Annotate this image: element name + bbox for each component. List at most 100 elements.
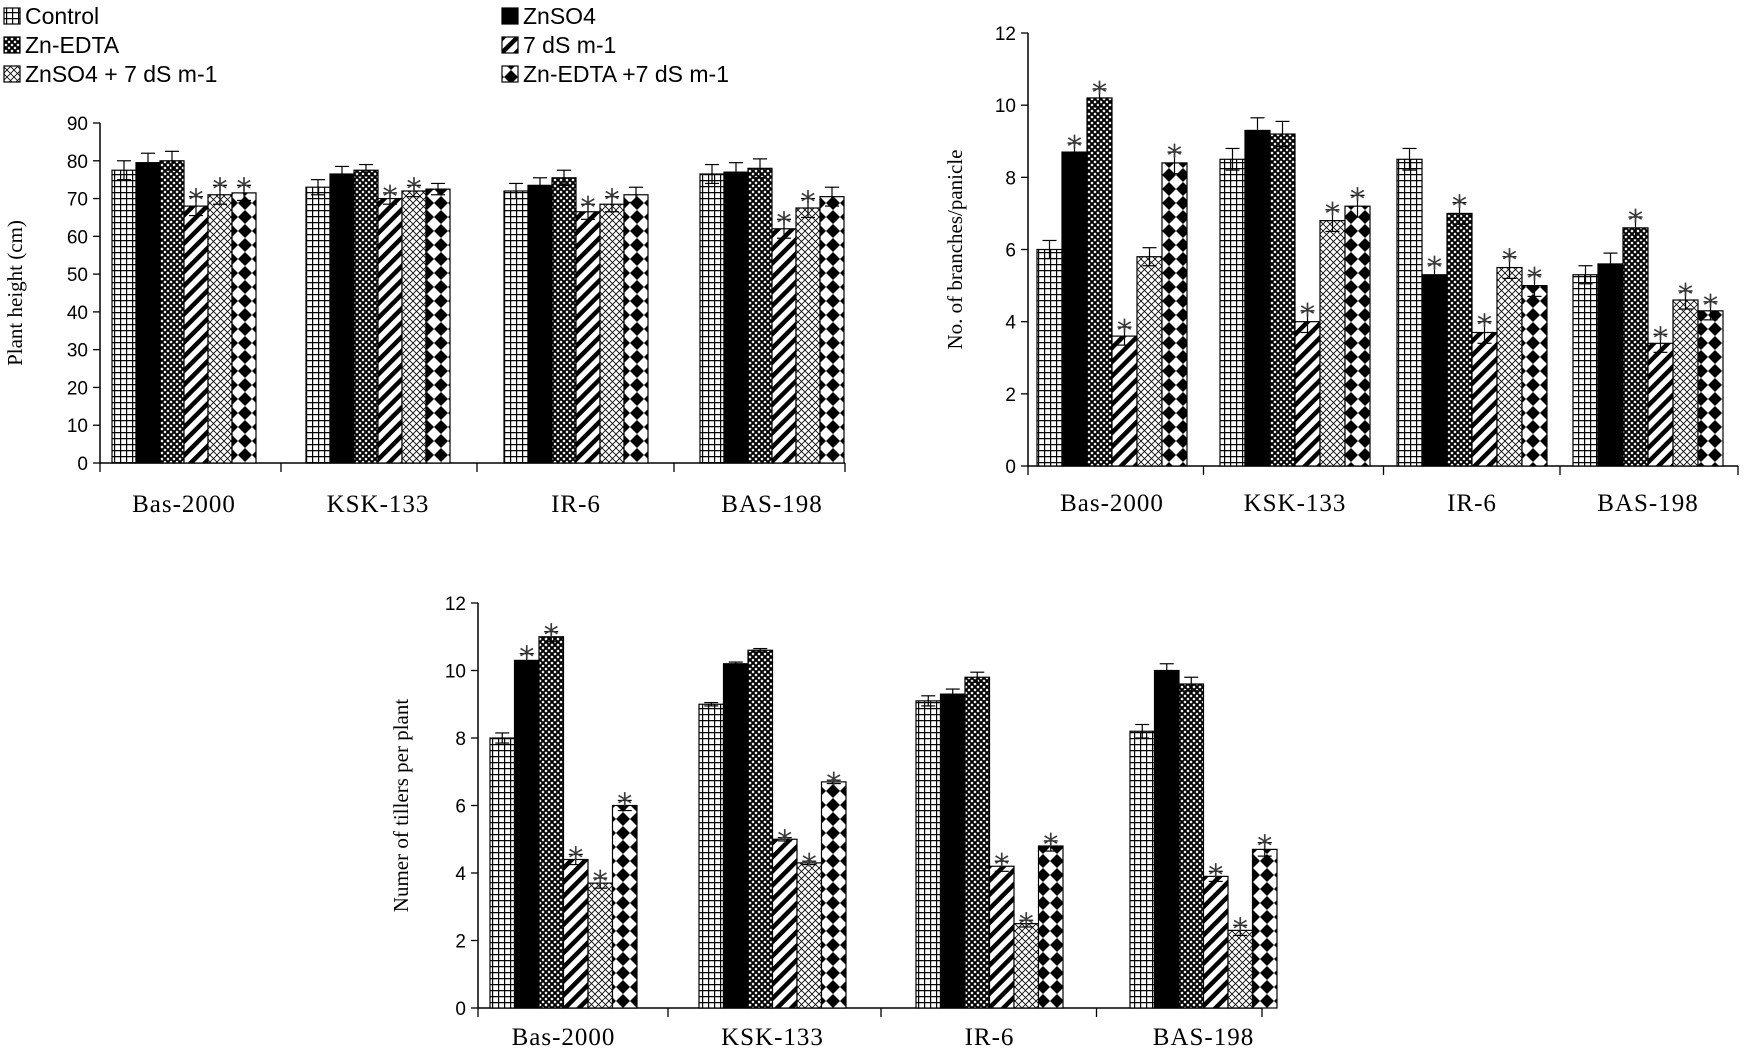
bar: [551, 177, 577, 464]
significance-marker: *: [1477, 309, 1492, 344]
bar: [1086, 97, 1113, 467]
bar: [135, 162, 161, 464]
significance-marker: *: [519, 641, 534, 676]
category-label: BAS-198: [721, 491, 822, 518]
bar: [820, 781, 847, 1009]
legend-swatch: [3, 36, 21, 54]
category-label: BAS-198: [1153, 1024, 1254, 1051]
y-tick-label: 0: [1005, 457, 1016, 478]
bar: [1178, 683, 1205, 1009]
significance-marker: *: [407, 172, 422, 207]
bar: [305, 186, 331, 464]
y-tick-label: 30: [67, 341, 88, 362]
bar: [1161, 162, 1188, 467]
legend-label: 7 dS m-1: [523, 32, 616, 58]
bar: [1396, 158, 1423, 467]
bar: [796, 862, 823, 1009]
legend-label: Zn-EDTA +7 dS m-1: [523, 61, 729, 87]
legend-swatch: [501, 65, 519, 83]
legend-item: ZnSO4: [501, 3, 596, 29]
legend-item: ZnSO4 + 7 dS m-1: [3, 61, 217, 87]
significance-marker: *: [1427, 251, 1442, 286]
legend-label: Control: [25, 3, 99, 29]
significance-marker: *: [1043, 828, 1058, 863]
legend-swatch: [501, 36, 519, 54]
bar: [747, 167, 773, 464]
bar: [1471, 331, 1498, 467]
bar: [513, 659, 540, 1009]
y-tick-label: 2: [455, 932, 466, 953]
significance-marker: *: [1452, 190, 1467, 225]
category-label: KSK-133: [721, 1024, 824, 1051]
category-label: IR-6: [1447, 490, 1497, 517]
bar: [207, 194, 233, 464]
category-label: Bas-2000: [1060, 490, 1164, 517]
significance-marker: *: [1527, 262, 1542, 297]
bar: [964, 676, 991, 1009]
bar: [425, 188, 451, 464]
bar: [1672, 299, 1699, 467]
bar: [611, 804, 638, 1009]
y-tick-label: 80: [67, 152, 88, 173]
y-tick-label: 10: [445, 662, 466, 683]
branches-per-panicle-chart: 0 2 4 6 8 10 12 No. of branches/panicle Bas-2000…: [943, 24, 1739, 517]
category-label: KSK-133: [1244, 490, 1347, 517]
bar: [699, 173, 725, 464]
significance-marker: *: [1628, 204, 1643, 239]
significance-marker: *: [1502, 244, 1517, 279]
y-tick-label: 6: [1005, 241, 1016, 262]
y-tick-label: 10: [67, 416, 88, 437]
significance-marker: *: [568, 841, 583, 876]
significance-marker: *: [1325, 197, 1340, 232]
category-label: KSK-133: [327, 491, 430, 518]
significance-marker: *: [383, 180, 398, 215]
bar: [1421, 274, 1448, 467]
bar: [1153, 669, 1180, 1009]
y-tick-label: 10: [995, 96, 1016, 117]
significance-marker: *: [1167, 139, 1182, 174]
bar: [1294, 321, 1321, 467]
bar: [1251, 848, 1278, 1009]
significance-marker: *: [1092, 76, 1107, 111]
bar: [489, 737, 516, 1009]
legend-item: Zn-EDTA +7 dS m-1: [501, 61, 729, 87]
significance-marker: *: [544, 619, 559, 654]
significance-marker: *: [617, 787, 632, 822]
significance-marker: *: [1350, 182, 1365, 217]
legend-swatch: [3, 7, 21, 25]
category-label: Bas-2000: [512, 1024, 616, 1051]
bar: [562, 858, 589, 1009]
bar: [1219, 158, 1246, 467]
bar: [771, 838, 798, 1009]
y-tick-label: 8: [455, 729, 466, 750]
bar: [1572, 274, 1599, 467]
category-label: IR-6: [965, 1024, 1015, 1051]
legend-label: ZnSO4 + 7 dS m-1: [25, 61, 217, 87]
significance-marker: *: [994, 848, 1009, 883]
bar: [1521, 284, 1548, 467]
bar: [599, 203, 625, 464]
significance-marker: *: [189, 184, 204, 219]
significance-marker: *: [1703, 289, 1718, 324]
y-tick-label: 8: [1005, 168, 1016, 189]
y-tick-label: 12: [995, 24, 1016, 45]
bar: [723, 171, 749, 464]
bar: [1697, 310, 1724, 467]
significance-marker: *: [777, 206, 792, 241]
significance-marker: *: [1208, 858, 1223, 893]
legend-label: ZnSO4: [523, 3, 596, 29]
bar: [1597, 263, 1624, 467]
bar: [795, 207, 821, 464]
bar: [1202, 875, 1229, 1009]
significance-marker: *: [1300, 298, 1315, 333]
y-tick-label: 4: [1005, 313, 1016, 334]
y-tick-label: 90: [67, 114, 88, 135]
significance-marker: *: [826, 767, 841, 802]
bar: [377, 197, 403, 464]
bar: [698, 703, 725, 1009]
y-tick-label: 70: [67, 190, 88, 211]
y-tick-label: 0: [455, 999, 466, 1020]
bar: [538, 636, 565, 1009]
bar: [1036, 248, 1063, 467]
